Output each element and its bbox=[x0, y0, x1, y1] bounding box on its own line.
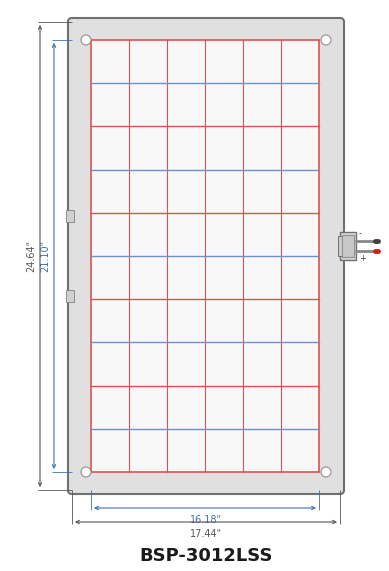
Bar bbox=[340, 232, 356, 260]
Bar bbox=[66, 210, 74, 222]
Text: 21.10": 21.10" bbox=[40, 240, 50, 272]
Text: 24.64": 24.64" bbox=[26, 240, 36, 272]
Text: +: + bbox=[359, 254, 366, 263]
Circle shape bbox=[321, 467, 331, 477]
Bar bbox=[91, 40, 319, 472]
Bar bbox=[342, 235, 354, 257]
Text: 17.44": 17.44" bbox=[190, 529, 222, 539]
Text: 16.18": 16.18" bbox=[190, 515, 222, 525]
Circle shape bbox=[81, 35, 91, 45]
Text: BSP-3012LSS: BSP-3012LSS bbox=[139, 547, 273, 565]
Bar bbox=[338, 236, 348, 256]
Text: -: - bbox=[359, 229, 362, 238]
Bar bbox=[66, 290, 74, 302]
Circle shape bbox=[321, 35, 331, 45]
Circle shape bbox=[81, 467, 91, 477]
FancyBboxPatch shape bbox=[68, 18, 344, 494]
